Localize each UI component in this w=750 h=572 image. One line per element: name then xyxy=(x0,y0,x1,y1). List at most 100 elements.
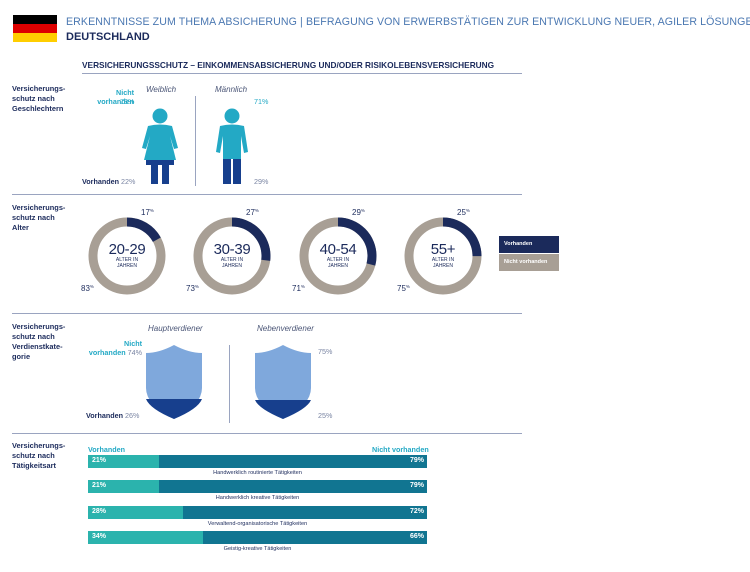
label-line: schutz nach xyxy=(12,451,55,460)
donut-vorhanden-arc xyxy=(193,217,271,295)
female-leg-right xyxy=(162,160,169,184)
male-figure xyxy=(216,108,248,184)
bar-value-nicht-vorhanden: 66% xyxy=(409,533,424,540)
divider-age xyxy=(12,313,522,314)
donut-vorhanden-value: 17% xyxy=(141,208,154,217)
age-range: 30-39 xyxy=(213,241,251,258)
female-heading: Weiblich xyxy=(146,85,177,94)
male-leg-right xyxy=(233,159,241,184)
bar-category-label: Handwerklich routinierte Tätigkeiten xyxy=(213,470,302,476)
label-line: schutz nach xyxy=(12,213,55,222)
bars-right-header: Nicht vorhanden xyxy=(372,445,429,454)
label-part: vorhanden xyxy=(97,97,134,106)
bar-value-vorhanden: 28% xyxy=(92,508,107,515)
age-range: 55+ xyxy=(430,241,456,258)
male-leg-upper xyxy=(223,152,241,159)
neben-not-value: 75% xyxy=(318,347,333,356)
neben-yes-value: 25% xyxy=(318,411,333,420)
label-line: Versicherungs- xyxy=(12,441,66,450)
bar-category-label: Handwerklich kreative Tätigkeiten xyxy=(215,495,300,501)
flag-stripe-red xyxy=(13,24,57,33)
age-sub-label: JAHREN xyxy=(327,262,348,269)
male-head xyxy=(224,108,240,124)
bar-value-nicht-vorhanden: 79% xyxy=(409,482,424,489)
donut-nicht-value: 83% xyxy=(81,284,94,293)
bar-segment-vorhanden xyxy=(88,480,160,493)
label-line: schutz nach xyxy=(12,332,55,341)
male-torso xyxy=(216,124,248,158)
german-flag xyxy=(13,15,57,42)
label-line: Alter xyxy=(12,223,29,232)
bar-value-nicht-vorhanden: 79% xyxy=(409,457,424,464)
age-sub-label: ALTER IN xyxy=(115,257,139,263)
pct-sign: % xyxy=(300,284,305,289)
bar-segment-nicht-vorhanden xyxy=(182,506,427,519)
pct-sign: % xyxy=(465,208,470,213)
label-line: gorie xyxy=(12,352,31,361)
pct-sign: % xyxy=(194,284,199,289)
row-label-earner: Versicherungs- schutz nach Verdienstkate… xyxy=(12,322,74,362)
donut-center-label: 55+ ALTER IN JAHREN xyxy=(413,242,473,269)
donut-vorhanden-value: 29% xyxy=(352,208,365,217)
age-sub-label: ALTER IN xyxy=(431,257,455,263)
label-part: Nicht xyxy=(116,88,134,97)
female-yes-value: 22% xyxy=(121,177,136,186)
bar-segment-vorhanden xyxy=(88,506,183,519)
label-part: Vorhanden xyxy=(82,177,120,186)
age-donut-charts xyxy=(88,217,482,295)
donut-vorhanden-arc xyxy=(299,217,377,295)
country-name: DEUTSCHLAND xyxy=(66,31,150,43)
row-label-gender: Versicherungs- schutz nach Geschlechtern xyxy=(12,84,74,114)
age-sub-label: JAHREN xyxy=(432,262,453,269)
earner-nicht-label: Nicht vorhanden 74% xyxy=(82,339,142,357)
age-sub-label: JAHREN xyxy=(221,262,242,269)
female-head xyxy=(152,108,168,124)
bar-category-label: Verwaltend-organisatorische Tätigkeiten xyxy=(207,521,308,527)
earner-divider xyxy=(229,345,230,423)
pct-sign: % xyxy=(360,208,365,213)
bar-segment-nicht-vorhanden xyxy=(159,455,427,468)
bars-left-header: Vorhanden xyxy=(88,445,126,454)
divider-earner xyxy=(12,433,522,434)
earner-vorhanden-label: Vorhanden 26% xyxy=(86,411,139,420)
female-figure xyxy=(142,108,178,184)
legend-vorhanden: Vorhanden xyxy=(499,236,559,253)
age-sub-label: ALTER IN xyxy=(326,257,350,263)
hauptverdiener-heading: Hauptverdiener xyxy=(148,324,203,333)
pct-sign: % xyxy=(405,284,410,289)
label-line: Tätigkeitsart xyxy=(12,461,56,470)
female-not-value: 78% xyxy=(120,97,135,106)
hauptverdiener-shield xyxy=(146,345,202,419)
donut-vorhanden-value: 25% xyxy=(457,208,470,217)
bar-value-vorhanden: 21% xyxy=(92,457,107,464)
flag-stripe-gold xyxy=(13,33,57,42)
label-part: vorhanden xyxy=(88,348,126,357)
age-sub-label: ALTER IN xyxy=(220,257,244,263)
donut-vorhanden-arc xyxy=(88,217,166,295)
female-skirt-lower xyxy=(146,160,174,165)
divider-gender xyxy=(12,194,522,195)
label-part: Vorhanden xyxy=(86,411,124,420)
bar-value-nicht-vorhanden: 72% xyxy=(409,508,424,515)
divider-top xyxy=(82,73,522,74)
age-range: 40-54 xyxy=(319,241,357,258)
label-line: Versicherungs- xyxy=(12,203,66,212)
row-label-age: Versicherungs- schutz nach Alter xyxy=(12,203,74,233)
bar-segment-nicht-vorhanden xyxy=(159,480,427,493)
label-part: Nicht xyxy=(124,339,142,348)
label-line: Versicherungs- xyxy=(12,322,66,331)
male-leg-left xyxy=(223,159,231,184)
bar-value-vorhanden: 34% xyxy=(92,533,107,540)
label-line: schutz nach xyxy=(12,94,55,103)
pct-sign: % xyxy=(89,284,94,289)
donut-center-label: 40-54 ALTER IN JAHREN xyxy=(308,242,368,269)
page-title: ERKENNTNISSE ZUM THEMA ABSICHERUNG | BEF… xyxy=(66,16,750,28)
female-leg-left xyxy=(151,160,158,184)
haupt-yes-value: 26% xyxy=(125,411,140,420)
bar-category-label: Geistig-kreative Tätigkeiten xyxy=(223,546,292,552)
age-sub-label: JAHREN xyxy=(116,262,137,269)
activity-bar: 34% 66% xyxy=(88,531,427,544)
donut-nicht-value: 73% xyxy=(186,284,199,293)
legend-nicht-vorhanden: Nicht vorhanden xyxy=(499,254,559,271)
donut-nicht-value: 71% xyxy=(292,284,305,293)
